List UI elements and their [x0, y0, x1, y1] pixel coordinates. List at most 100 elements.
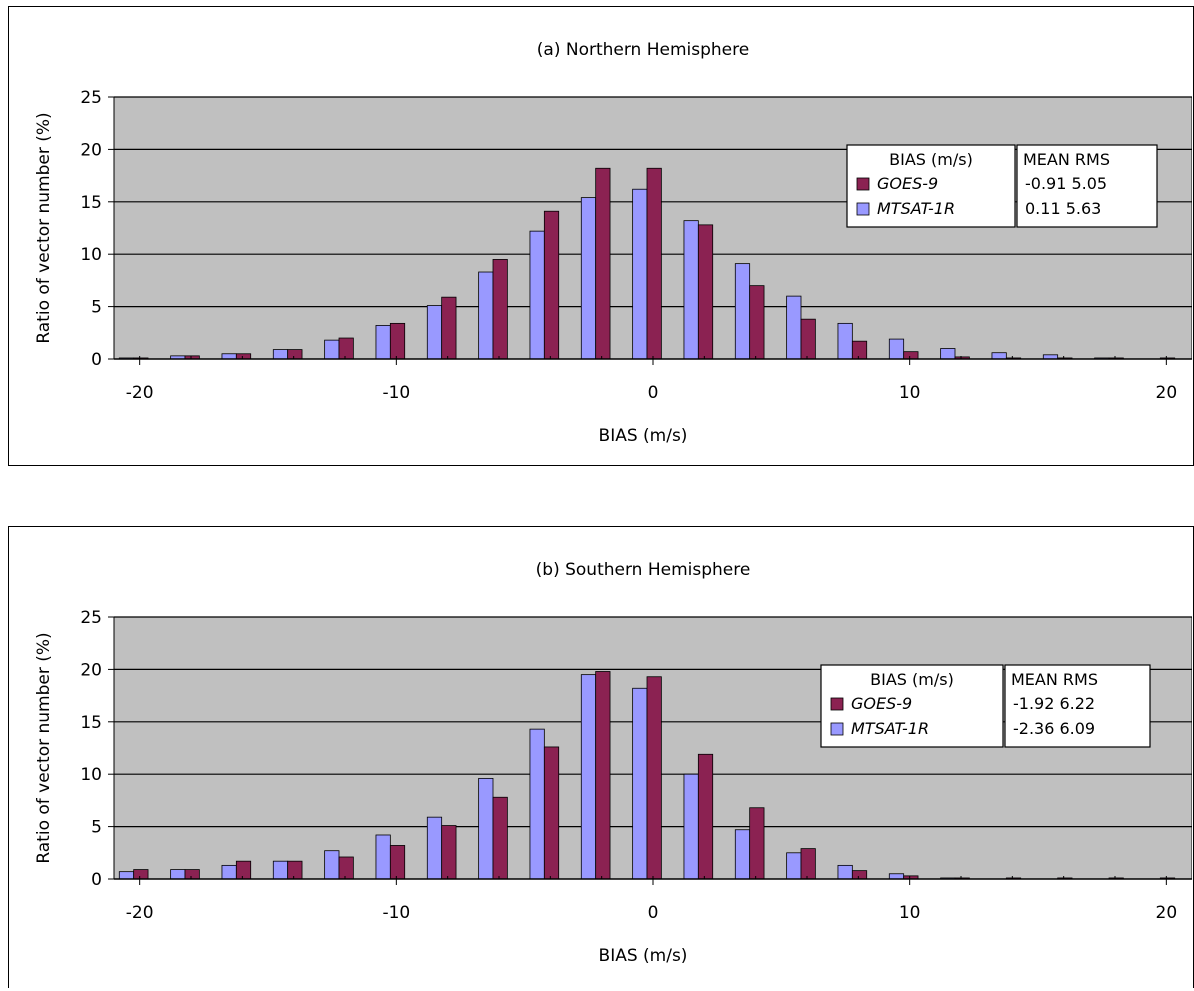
bar-goes-9 [800, 848, 816, 880]
bar-goes-9 [851, 870, 868, 880]
legend-swatch [830, 697, 844, 711]
y-tick-label: 15 [80, 193, 102, 213]
legend-header-bias: BIAS (m/s) [889, 150, 973, 169]
legend-box [820, 664, 1004, 748]
bar-mtsat-1r [888, 338, 905, 360]
legend-series-name: GOES-9 [877, 174, 938, 193]
y-tick-label: 10 [80, 765, 102, 785]
chart-panel-northern: (a) Northern Hemisphere 0 5 10 15 20 25 -20 -10 0… [8, 6, 1194, 466]
bar-mtsat-1r [272, 860, 289, 880]
bar-goes-9 [338, 856, 354, 880]
legend-series-name: GOES-9 [851, 694, 912, 713]
bar-goes-9 [441, 296, 457, 360]
bar-goes-9 [389, 322, 406, 360]
bar-mtsat-1r [375, 325, 391, 360]
bar-goes-9 [595, 671, 611, 880]
bar-mtsat-1r [683, 220, 699, 360]
x-tick-label: 10 [899, 383, 921, 403]
y-tick-label: 25 [80, 608, 102, 628]
bar-goes-9 [697, 753, 714, 880]
x-tick-label: -10 [382, 903, 410, 923]
bar-mtsat-1r [426, 816, 443, 880]
bar-mtsat-1r [683, 773, 699, 880]
bar-goes-9 [338, 337, 354, 360]
bar-mtsat-1r [734, 829, 751, 880]
legend-swatch [856, 177, 870, 191]
bar-mtsat-1r [529, 728, 545, 880]
x-tick-label: 10 [899, 903, 921, 923]
bar-goes-9 [800, 318, 816, 360]
bar-goes-9 [646, 676, 662, 880]
y-tick-label: 0 [91, 350, 102, 370]
bar-goes-9 [133, 869, 149, 880]
bar-goes-9 [749, 807, 765, 880]
x-tick-label: 20 [1156, 903, 1178, 923]
legend-series-name: MTSAT-1R [877, 199, 955, 218]
bar-mtsat-1r [632, 687, 648, 880]
legend-stats-box [1016, 144, 1158, 228]
bar-mtsat-1r [837, 322, 853, 360]
y-axis-label: Ratio of vector number (%) [34, 632, 54, 863]
legend-series-stats: 0.11 5.63 [1025, 199, 1101, 218]
chart-southern-hemisphere: (b) Southern Hemisphere 0 5 10 15 20 25 -20 -10 0… [34, 560, 1193, 966]
bar-mtsat-1r [170, 869, 186, 880]
y-tick-label: 20 [80, 140, 102, 160]
bar-mtsat-1r [734, 263, 751, 360]
bar-goes-9 [492, 259, 508, 360]
x-axis-label: BIAS (m/s) [599, 426, 688, 446]
bar-goes-9 [595, 167, 611, 360]
bar-mtsat-1r [580, 674, 597, 880]
x-tick-label: -20 [126, 383, 154, 403]
bar-mtsat-1r [991, 352, 1007, 360]
bar-mtsat-1r [118, 871, 135, 880]
bar-goes-9 [287, 349, 303, 360]
bar-mtsat-1r [221, 864, 237, 880]
x-tick-label: -10 [382, 383, 410, 403]
chart-panel-southern: (b) Southern Hemisphere 0 5 10 15 20 25 -20 -10 0… [8, 526, 1194, 988]
bar-goes-9 [441, 825, 457, 880]
legend-header-bias: BIAS (m/s) [870, 670, 954, 689]
x-axis-label: BIAS (m/s) [599, 946, 688, 966]
chart-title: (b) Southern Hemisphere [536, 560, 751, 580]
y-tick-label: 0 [91, 870, 102, 890]
y-tick-label: 5 [91, 818, 102, 838]
x-tick-label: 0 [648, 383, 659, 403]
bar-goes-9 [543, 210, 560, 360]
bar-mtsat-1r [632, 188, 648, 360]
bar-mtsat-1r [888, 873, 905, 880]
legend-swatch [830, 722, 844, 736]
bar-mtsat-1r [940, 348, 956, 360]
bar-goes-9 [749, 285, 765, 360]
legend-series-stats: -0.91 5.05 [1025, 174, 1107, 193]
bar-goes-9 [543, 746, 560, 880]
bar-mtsat-1r [580, 197, 597, 360]
bar-goes-9 [235, 353, 252, 360]
bar-mtsat-1r [478, 777, 494, 880]
y-axis-label: Ratio of vector number (%) [34, 112, 54, 343]
legend-swatch [856, 202, 870, 216]
legend-series-stats: -1.92 6.22 [1013, 694, 1095, 713]
bar-goes-9 [697, 224, 714, 360]
bar-mtsat-1r [272, 349, 289, 360]
bar-mtsat-1r [478, 271, 494, 360]
bar-goes-9 [492, 796, 508, 880]
legend-series-stats: -2.36 6.09 [1013, 719, 1095, 738]
legend-header-stats: MEAN RMS [1011, 670, 1098, 689]
y-tick-label: 25 [80, 88, 102, 108]
bar-mtsat-1r [324, 339, 340, 360]
chart-title: (a) Northern Hemisphere [537, 40, 749, 60]
legend-box [846, 144, 1016, 228]
y-tick-label: 20 [80, 660, 102, 680]
bar-goes-9 [389, 845, 406, 880]
x-tick-label: 20 [1156, 383, 1178, 403]
bar-mtsat-1r [221, 353, 237, 360]
y-tick-label: 5 [91, 298, 102, 318]
x-tick-label: -20 [126, 903, 154, 923]
bar-goes-9 [287, 860, 303, 880]
bar-goes-9 [903, 351, 919, 360]
x-tick-label: 0 [648, 903, 659, 923]
bar-goes-9 [851, 340, 868, 360]
y-tick-label: 10 [80, 245, 102, 265]
bar-mtsat-1r [529, 230, 545, 360]
bar-goes-9 [184, 869, 200, 880]
